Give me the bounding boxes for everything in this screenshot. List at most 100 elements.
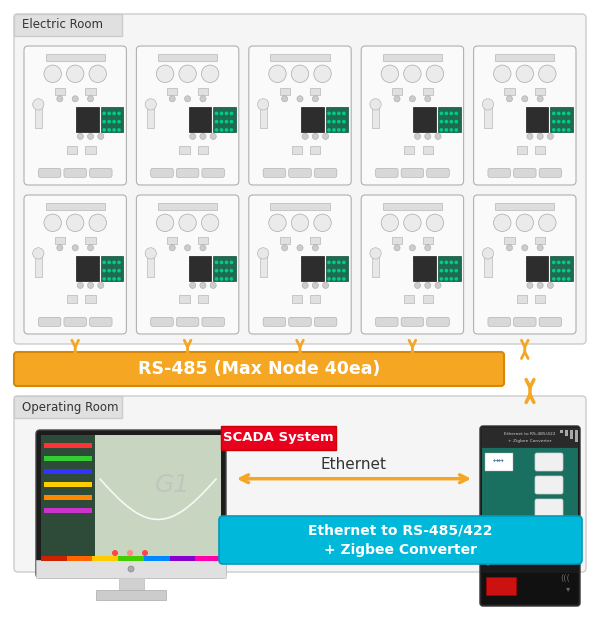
Circle shape: [230, 120, 233, 124]
Circle shape: [557, 277, 560, 281]
Bar: [372, 104, 379, 128]
Circle shape: [323, 282, 329, 288]
Circle shape: [169, 245, 175, 251]
Circle shape: [409, 96, 415, 102]
FancyBboxPatch shape: [314, 317, 337, 327]
Circle shape: [179, 214, 196, 231]
Circle shape: [215, 261, 218, 264]
Bar: [422, 146, 433, 154]
Bar: [550, 107, 573, 132]
FancyBboxPatch shape: [314, 168, 337, 177]
Circle shape: [112, 550, 118, 556]
Bar: [179, 146, 190, 154]
Bar: [44, 482, 92, 487]
Bar: [438, 256, 461, 281]
Circle shape: [445, 112, 448, 115]
Circle shape: [482, 98, 494, 110]
Text: ZigBee 2: ZigBee 2: [493, 550, 511, 554]
Circle shape: [220, 120, 223, 124]
Circle shape: [440, 128, 443, 132]
Circle shape: [409, 245, 415, 251]
Circle shape: [562, 120, 566, 124]
Circle shape: [257, 98, 269, 110]
Circle shape: [547, 282, 553, 288]
Circle shape: [200, 96, 206, 102]
Circle shape: [230, 269, 233, 273]
Circle shape: [332, 269, 336, 273]
Circle shape: [127, 550, 133, 556]
Bar: [101, 256, 124, 281]
Circle shape: [89, 65, 106, 83]
Circle shape: [449, 128, 453, 132]
Circle shape: [230, 128, 233, 132]
Circle shape: [567, 128, 571, 132]
Circle shape: [215, 120, 218, 124]
Circle shape: [179, 65, 196, 83]
Circle shape: [415, 282, 421, 288]
Circle shape: [33, 98, 44, 110]
Circle shape: [332, 128, 336, 132]
Circle shape: [440, 269, 443, 273]
Circle shape: [539, 214, 556, 231]
Circle shape: [215, 128, 218, 132]
Circle shape: [169, 96, 175, 102]
Circle shape: [327, 261, 331, 264]
Bar: [413, 256, 436, 281]
Bar: [271, 55, 329, 61]
Circle shape: [107, 112, 111, 115]
Circle shape: [117, 261, 121, 264]
Circle shape: [562, 277, 566, 281]
Circle shape: [281, 96, 288, 102]
Circle shape: [215, 269, 218, 273]
Bar: [310, 295, 320, 303]
Circle shape: [342, 112, 346, 115]
Circle shape: [494, 65, 511, 83]
Text: ↔↔: ↔↔: [493, 459, 505, 465]
Circle shape: [445, 120, 448, 124]
Circle shape: [190, 134, 196, 139]
Bar: [213, 107, 236, 132]
Bar: [188, 256, 211, 281]
Circle shape: [215, 112, 218, 115]
Bar: [67, 295, 77, 303]
Bar: [44, 508, 92, 513]
Circle shape: [291, 65, 309, 83]
FancyBboxPatch shape: [14, 14, 586, 344]
Circle shape: [89, 214, 106, 231]
Circle shape: [98, 134, 104, 139]
Bar: [495, 55, 554, 61]
FancyBboxPatch shape: [535, 453, 563, 471]
Circle shape: [449, 261, 453, 264]
Bar: [383, 55, 442, 61]
Circle shape: [425, 245, 431, 251]
Bar: [326, 107, 348, 132]
FancyBboxPatch shape: [376, 317, 398, 327]
Circle shape: [567, 277, 571, 281]
FancyBboxPatch shape: [38, 317, 61, 327]
Bar: [85, 88, 95, 95]
Circle shape: [516, 65, 533, 83]
Bar: [422, 237, 433, 244]
Bar: [565, 430, 568, 436]
Circle shape: [454, 112, 458, 115]
FancyBboxPatch shape: [539, 317, 562, 327]
FancyBboxPatch shape: [176, 168, 199, 177]
Circle shape: [337, 269, 341, 273]
Circle shape: [522, 245, 528, 251]
Circle shape: [200, 134, 206, 139]
Circle shape: [539, 65, 556, 83]
Bar: [198, 146, 208, 154]
Bar: [570, 430, 573, 439]
Bar: [195, 556, 221, 561]
Circle shape: [312, 245, 319, 251]
Circle shape: [257, 248, 269, 259]
Circle shape: [33, 248, 44, 259]
Circle shape: [506, 245, 512, 251]
Bar: [35, 104, 42, 128]
Bar: [44, 469, 92, 474]
Circle shape: [327, 112, 331, 115]
Circle shape: [112, 261, 116, 264]
Circle shape: [281, 245, 288, 251]
Text: Operating Room: Operating Room: [22, 401, 119, 413]
Circle shape: [224, 277, 229, 281]
